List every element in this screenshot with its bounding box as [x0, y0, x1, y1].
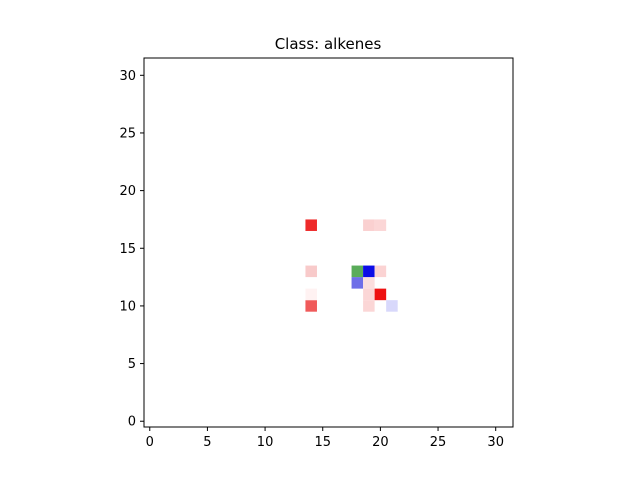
heatmap-cell: [363, 288, 375, 301]
heatmap-cell: [386, 300, 398, 312]
heatmap-cell: [305, 300, 317, 312]
heatmap-cell: [351, 265, 364, 278]
y-tick-label: 30: [119, 69, 136, 84]
x-tick-label: 10: [257, 435, 274, 450]
x-tick-label: 25: [430, 435, 447, 450]
heatmap-cell: [305, 219, 317, 231]
x-tick-label: 30: [487, 435, 504, 450]
heatmap-cell: [374, 219, 387, 231]
chart-title: Class: alkenes: [275, 35, 382, 53]
x-axis: 0 5 10 15 20 25 30: [146, 427, 504, 450]
y-tick-label: 0: [128, 415, 136, 430]
y-tick-label: 10: [119, 299, 136, 314]
x-tick-label: 20: [372, 435, 389, 450]
heatmap-cell: [363, 300, 375, 312]
heatmap-cell: [374, 288, 387, 301]
y-tick-label: 20: [119, 184, 136, 199]
y-tick-label: 25: [119, 126, 136, 141]
y-axis: 0 5 10 15 20 25 30: [119, 69, 144, 430]
x-tick-label: 15: [314, 435, 331, 450]
heatmap-cell: [363, 219, 375, 231]
heatmap-cell: [374, 265, 387, 278]
y-tick-label: 15: [119, 242, 136, 257]
plot-frame: [143, 57, 514, 428]
y-tick-label: 5: [128, 357, 136, 372]
x-tick-label: 5: [203, 435, 211, 450]
heatmap-cell: [305, 288, 317, 301]
heatmap-cells: [305, 219, 398, 312]
heatmap-cell: [305, 265, 317, 278]
heatmap-cell: [363, 265, 375, 278]
x-tick-label: 0: [146, 435, 154, 450]
heatmap-cell: [363, 277, 375, 289]
heatmap-cell: [351, 277, 364, 289]
